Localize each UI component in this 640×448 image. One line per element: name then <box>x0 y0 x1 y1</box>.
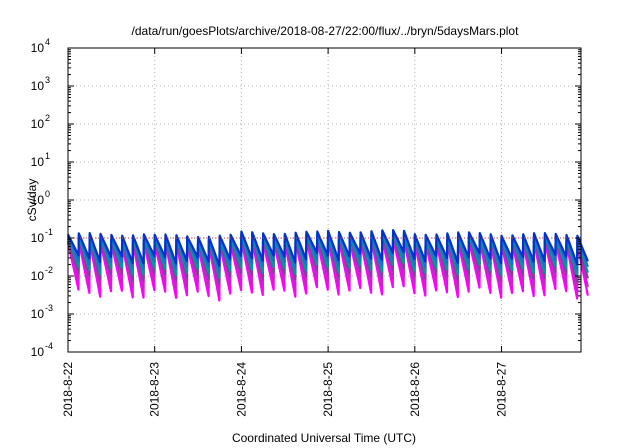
y-tick-exponent: 1 <box>45 151 50 161</box>
y-tick-label: 10 <box>31 41 45 55</box>
x-tick-label: 2018-8-24 <box>234 362 248 417</box>
ticks <box>67 47 581 353</box>
x-tick-label: 2018-8-25 <box>321 362 335 417</box>
y-tick-exponent: 4 <box>45 37 50 47</box>
chart-title: /data/run/goesPlots/archive/2018-08-27/2… <box>132 24 520 38</box>
y-tick-label: 10 <box>31 193 45 207</box>
y-tick-label: 10 <box>31 155 45 169</box>
y-tick-exponent: 3 <box>45 75 50 85</box>
grid <box>68 48 581 352</box>
x-tick-label: 2018-8-26 <box>408 362 422 417</box>
y-tick-label: 10 <box>31 269 45 283</box>
series-layer <box>66 229 589 302</box>
x-tick-label: 2018-8-22 <box>61 362 75 417</box>
y-tick-exponent: 0 <box>45 189 50 199</box>
y-tick-label: 10 <box>31 79 45 93</box>
y-axis-label: cSv/day <box>25 179 39 222</box>
y-tick-label: 10 <box>31 345 45 359</box>
x-tick-label: 2018-8-27 <box>495 362 509 417</box>
x-axis-label: Coordinated Universal Time (UTC) <box>232 431 416 445</box>
y-tick-exponent: -4 <box>45 341 53 351</box>
y-tick-exponent: -2 <box>45 265 53 275</box>
y-tick-exponent: -3 <box>45 303 53 313</box>
y-tick-label: 10 <box>31 231 45 245</box>
y-tick-exponent: 2 <box>45 113 50 123</box>
y-tick-exponent: -1 <box>45 227 53 237</box>
y-tick-label: 10 <box>31 117 45 131</box>
series-line <box>67 229 589 268</box>
x-tick-label: 2018-8-23 <box>148 362 162 417</box>
x-tick-labels: 2018-8-22 2018-8-23 2018-8-24 2018-8-25 2018… <box>61 362 509 417</box>
y-tick-label: 10 <box>31 307 45 321</box>
